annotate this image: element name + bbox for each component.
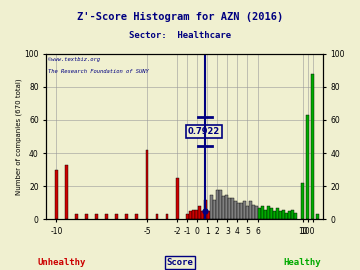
Bar	[273, 211, 276, 220]
Bar	[145, 150, 148, 220]
Bar	[176, 178, 179, 220]
Bar	[270, 208, 273, 220]
Bar	[216, 190, 219, 220]
Text: The Research Foundation of SUNY: The Research Foundation of SUNY	[49, 69, 149, 73]
Bar	[204, 200, 207, 220]
Bar	[156, 214, 158, 220]
Bar	[213, 200, 216, 220]
Bar	[288, 211, 291, 220]
Bar	[201, 211, 204, 220]
Bar	[234, 201, 237, 220]
Bar	[65, 165, 68, 220]
Bar	[207, 211, 210, 220]
Text: Z'-Score Histogram for AZN (2016): Z'-Score Histogram for AZN (2016)	[77, 12, 283, 22]
Bar	[240, 203, 243, 220]
Bar	[243, 201, 246, 220]
Bar	[95, 214, 98, 220]
Bar	[192, 210, 195, 220]
Bar	[255, 206, 258, 220]
Bar	[267, 206, 270, 220]
Bar	[294, 213, 297, 220]
Bar	[261, 206, 264, 220]
Bar	[311, 73, 314, 220]
Bar	[105, 214, 108, 220]
Bar	[282, 210, 285, 220]
Bar	[231, 198, 234, 220]
Bar	[316, 214, 319, 220]
Text: 0.7922: 0.7922	[188, 127, 220, 136]
Bar	[85, 214, 88, 220]
Bar	[198, 206, 201, 220]
Text: Healthy: Healthy	[284, 258, 321, 267]
Bar	[249, 201, 252, 220]
Bar	[222, 196, 225, 220]
Bar	[237, 203, 240, 220]
Bar	[75, 214, 78, 220]
Bar	[219, 190, 222, 220]
Bar	[285, 213, 288, 220]
Bar	[186, 214, 189, 220]
Bar	[225, 195, 228, 220]
Bar	[115, 214, 118, 220]
Bar	[258, 208, 261, 220]
Bar	[195, 210, 198, 220]
Bar	[246, 206, 249, 220]
Bar	[291, 210, 294, 220]
Bar	[276, 208, 279, 220]
Text: Unhealthy: Unhealthy	[37, 258, 85, 267]
Bar	[228, 198, 231, 220]
Bar	[306, 115, 309, 220]
Bar	[279, 211, 282, 220]
Text: Score: Score	[167, 258, 193, 267]
Bar	[264, 210, 267, 220]
Bar	[125, 214, 128, 220]
Bar	[135, 214, 138, 220]
Bar	[252, 205, 255, 220]
Bar	[55, 170, 58, 220]
Bar	[189, 211, 192, 220]
Text: ©www.textbiz.org: ©www.textbiz.org	[49, 57, 100, 62]
Bar	[210, 195, 213, 220]
Bar	[301, 183, 304, 220]
Text: Sector:  Healthcare: Sector: Healthcare	[129, 31, 231, 40]
Y-axis label: Number of companies (670 total): Number of companies (670 total)	[15, 78, 22, 195]
Bar	[166, 214, 168, 220]
